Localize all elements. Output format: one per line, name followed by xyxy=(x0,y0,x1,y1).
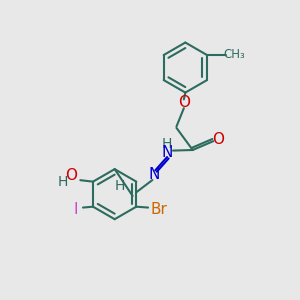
Text: N: N xyxy=(148,167,160,182)
Text: I: I xyxy=(74,202,79,217)
Text: H: H xyxy=(115,178,125,193)
Text: H: H xyxy=(162,137,172,151)
Text: Br: Br xyxy=(151,202,167,217)
Text: N: N xyxy=(161,145,173,160)
Text: H: H xyxy=(58,175,68,189)
Text: CH₃: CH₃ xyxy=(224,48,245,61)
Text: O: O xyxy=(178,95,190,110)
Text: O: O xyxy=(213,132,225,147)
Text: O: O xyxy=(65,168,77,183)
